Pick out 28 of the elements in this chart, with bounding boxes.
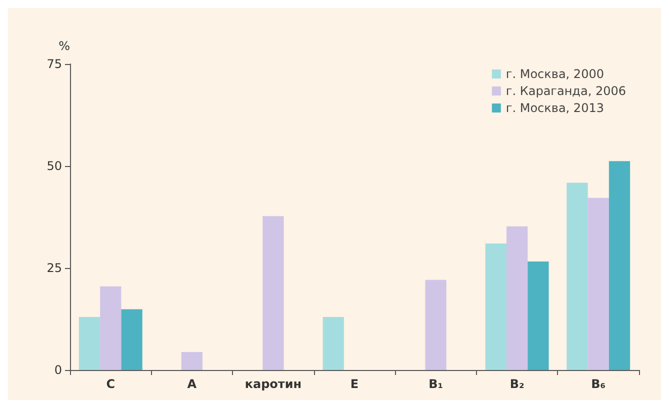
y-tick-label: 75 (46, 57, 62, 71)
y-tick-label: 50 (46, 159, 62, 173)
bar (485, 244, 507, 370)
x-tick-label: B₆ (591, 377, 606, 391)
y-tick-label: 25 (46, 261, 62, 275)
bar (566, 182, 588, 370)
x-tick-label: B₂ (510, 377, 524, 391)
bar (608, 161, 630, 370)
y-axis-title: % (58, 39, 70, 53)
bar (121, 309, 142, 370)
y-tick-label: 0 (54, 363, 62, 377)
bar (528, 261, 549, 370)
legend-label: г. Москва, 2013 (506, 101, 604, 115)
bar (78, 316, 100, 370)
x-tick-label: B₁ (428, 377, 443, 391)
bar (588, 198, 609, 370)
x-tick-label: E (350, 377, 359, 391)
x-tick-label: каротин (244, 377, 302, 391)
legend-label: г. Москва, 2000 (506, 67, 604, 81)
bar (262, 216, 284, 370)
legend-label: г. Караганда, 2006 (506, 84, 626, 98)
bar (100, 286, 122, 370)
bar (506, 226, 528, 370)
bar (181, 352, 202, 370)
bar (322, 316, 344, 370)
bar (425, 280, 446, 370)
x-tick-label: A (187, 377, 198, 391)
x-tick-label: C (106, 377, 116, 391)
